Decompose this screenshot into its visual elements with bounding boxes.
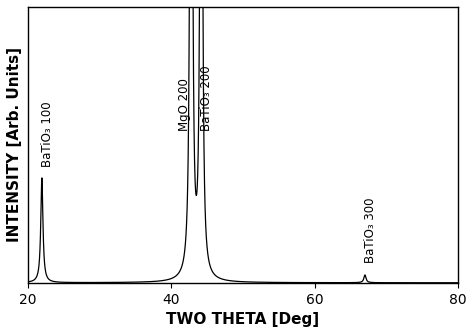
- X-axis label: TWO THETA [Deg]: TWO THETA [Deg]: [166, 312, 319, 327]
- Text: BaTiO₃ 300: BaTiO₃ 300: [364, 198, 377, 264]
- Y-axis label: INTENSITY [Arb. Units]: INTENSITY [Arb. Units]: [7, 47, 22, 242]
- Text: MgO 200: MgO 200: [178, 78, 191, 131]
- Text: BaTiO₃ 200: BaTiO₃ 200: [200, 65, 213, 131]
- Text: BaTiO₃ 100: BaTiO₃ 100: [41, 101, 54, 167]
